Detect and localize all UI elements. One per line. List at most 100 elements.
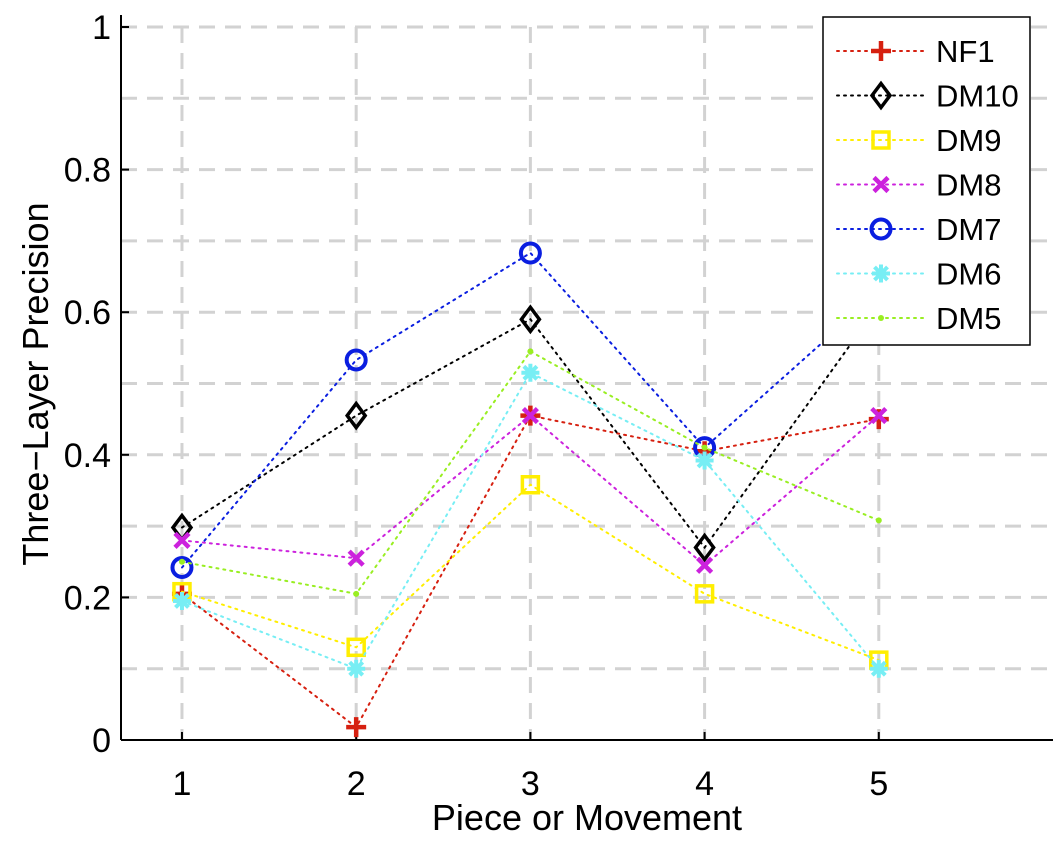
x-marker — [347, 549, 365, 567]
asterisk-marker — [521, 363, 540, 382]
square-marker — [346, 637, 366, 658]
legend-item-dm6: DM6 — [836, 257, 1001, 292]
data-point — [869, 659, 888, 678]
asterisk-marker — [869, 659, 888, 678]
data-point — [695, 451, 714, 470]
plus-marker — [346, 717, 367, 738]
series-dm8 — [173, 406, 888, 574]
x-tick-label: 4 — [695, 765, 714, 803]
legend-marker — [871, 41, 891, 61]
diamond-marker — [344, 400, 368, 431]
legend-item-dm9: DM9 — [836, 123, 1001, 158]
plus-marker — [868, 409, 889, 430]
data-point — [344, 348, 368, 372]
dot-marker — [353, 590, 360, 597]
legend-box — [822, 16, 1031, 346]
y-tick-label: 0 — [92, 722, 111, 760]
legend-label: DM10 — [936, 79, 1019, 114]
legend-label: DM5 — [936, 301, 1001, 336]
square-marker — [520, 474, 541, 495]
data-point — [353, 590, 360, 597]
series-layer — [170, 241, 891, 738]
data-point — [875, 517, 882, 524]
diamond-marker — [869, 80, 893, 111]
asterisk-marker — [172, 591, 191, 610]
legend-marker — [869, 217, 893, 241]
legend-marker — [878, 315, 884, 321]
data-point — [868, 409, 889, 430]
data-point — [347, 549, 365, 567]
data-point — [521, 363, 540, 382]
legend: NF1 DM10 DM9 DM8 DM7 DM6 DM5 — [822, 16, 1031, 346]
legend-marker — [872, 264, 890, 283]
data-point — [172, 591, 191, 610]
x-tick-label: 5 — [869, 765, 888, 803]
data-point — [170, 555, 194, 579]
legend-marker — [872, 175, 890, 194]
legend-label: NF1 — [936, 34, 995, 69]
x-marker — [870, 406, 888, 425]
dot-marker — [178, 558, 185, 565]
legend-item-nf1: NF1 — [836, 34, 995, 69]
y-tick-label: 1 — [92, 9, 111, 47]
data-point — [870, 406, 888, 425]
y-tick-label: 0.4 — [64, 437, 111, 475]
circle-marker — [170, 555, 194, 579]
data-point — [346, 717, 367, 738]
data-point — [694, 584, 715, 604]
asterisk-marker — [872, 264, 890, 283]
data-point — [520, 474, 541, 495]
data-point — [347, 659, 366, 678]
x-marker — [173, 531, 191, 549]
series-dm5 — [178, 348, 882, 597]
legend-item-dm8: DM8 — [836, 168, 1001, 203]
series-dm9 — [172, 474, 889, 670]
data-point — [518, 241, 542, 265]
legend-label: DM6 — [936, 257, 1001, 292]
dot-marker — [527, 348, 534, 355]
legend-marker — [869, 80, 893, 111]
y-axis-label: Three−Layer Precision — [15, 202, 56, 565]
x-marker — [521, 406, 539, 425]
data-point — [695, 556, 714, 574]
square-marker — [871, 130, 891, 150]
series-line — [181, 251, 880, 569]
dot-marker — [875, 517, 882, 524]
legend-label: DM7 — [936, 212, 1001, 247]
legend-label: DM9 — [936, 123, 1001, 158]
data-point — [521, 406, 539, 425]
series-line — [181, 483, 880, 662]
plus-marker — [871, 41, 891, 61]
legend-item-dm7: DM7 — [836, 212, 1001, 247]
data-point — [178, 558, 185, 565]
x-axis-label: Piece or Movement — [432, 797, 742, 838]
y-tick-label: 0.6 — [64, 294, 111, 332]
x-tick-label: 1 — [173, 765, 192, 803]
data-point — [173, 531, 191, 549]
legend-item-dm10: DM10 — [836, 79, 1019, 114]
data-point — [701, 444, 708, 451]
x-marker — [695, 556, 714, 574]
x-marker — [872, 175, 890, 194]
y-tick-label: 0.8 — [64, 152, 111, 190]
circle-marker — [518, 241, 542, 265]
data-point — [344, 400, 368, 431]
circle-marker — [344, 348, 368, 372]
diamond-marker — [519, 304, 542, 335]
legend-item-dm5: DM5 — [836, 301, 1001, 336]
diamond-marker — [693, 532, 716, 563]
dot-marker — [878, 315, 884, 321]
data-point — [519, 304, 542, 335]
data-point — [346, 637, 366, 658]
x-tick-label: 2 — [347, 765, 366, 803]
data-point — [527, 348, 534, 355]
y-tick-label: 0.2 — [64, 579, 111, 617]
legend-label: DM8 — [936, 168, 1001, 203]
circle-marker — [869, 217, 893, 241]
series-line — [181, 304, 880, 550]
square-marker — [694, 584, 715, 604]
dot-marker — [701, 444, 708, 451]
asterisk-marker — [347, 659, 366, 678]
asterisk-marker — [695, 451, 714, 470]
